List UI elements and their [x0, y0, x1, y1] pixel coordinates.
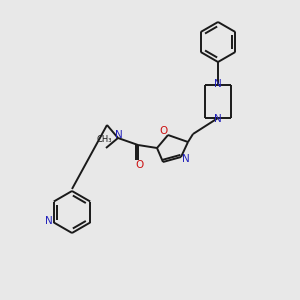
Text: N: N — [214, 79, 222, 89]
Text: N: N — [115, 130, 123, 140]
Text: N: N — [214, 114, 222, 124]
Text: N: N — [182, 154, 190, 164]
Text: O: O — [160, 126, 168, 136]
Text: O: O — [136, 160, 144, 170]
Text: CH₃: CH₃ — [96, 135, 112, 144]
Text: N: N — [45, 217, 53, 226]
